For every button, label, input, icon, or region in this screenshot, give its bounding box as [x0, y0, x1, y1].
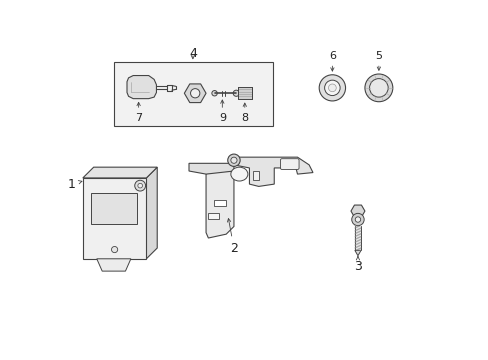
Bar — [208, 213, 219, 219]
Text: 4: 4 — [188, 47, 196, 60]
Polygon shape — [189, 163, 233, 174]
Text: 3: 3 — [353, 257, 361, 273]
Circle shape — [233, 90, 239, 96]
Circle shape — [230, 157, 237, 163]
Polygon shape — [354, 250, 360, 256]
Ellipse shape — [230, 167, 247, 181]
Text: 9: 9 — [218, 100, 225, 123]
Circle shape — [319, 75, 345, 101]
Polygon shape — [233, 157, 312, 186]
Circle shape — [354, 217, 360, 222]
Bar — [90, 193, 137, 224]
Bar — [213, 199, 226, 206]
Circle shape — [190, 89, 200, 98]
Circle shape — [135, 180, 145, 191]
Circle shape — [138, 183, 142, 188]
Bar — [252, 171, 258, 180]
Polygon shape — [127, 76, 156, 99]
Bar — [82, 178, 146, 259]
Text: 2: 2 — [227, 219, 237, 255]
Bar — [114, 62, 272, 126]
Bar — [237, 87, 251, 99]
Polygon shape — [205, 171, 233, 238]
Text: 5: 5 — [375, 50, 382, 70]
Circle shape — [211, 91, 217, 96]
Circle shape — [369, 78, 387, 97]
Polygon shape — [97, 259, 131, 271]
Circle shape — [351, 213, 364, 226]
Circle shape — [227, 154, 240, 166]
Circle shape — [364, 74, 392, 102]
FancyBboxPatch shape — [280, 159, 299, 170]
Text: 8: 8 — [241, 103, 248, 123]
Text: 6: 6 — [328, 50, 335, 71]
Text: 7: 7 — [135, 102, 142, 123]
Polygon shape — [146, 167, 157, 259]
Circle shape — [111, 247, 118, 253]
Text: 1: 1 — [68, 177, 82, 190]
Circle shape — [328, 84, 336, 92]
Polygon shape — [82, 167, 157, 178]
Circle shape — [324, 80, 340, 95]
